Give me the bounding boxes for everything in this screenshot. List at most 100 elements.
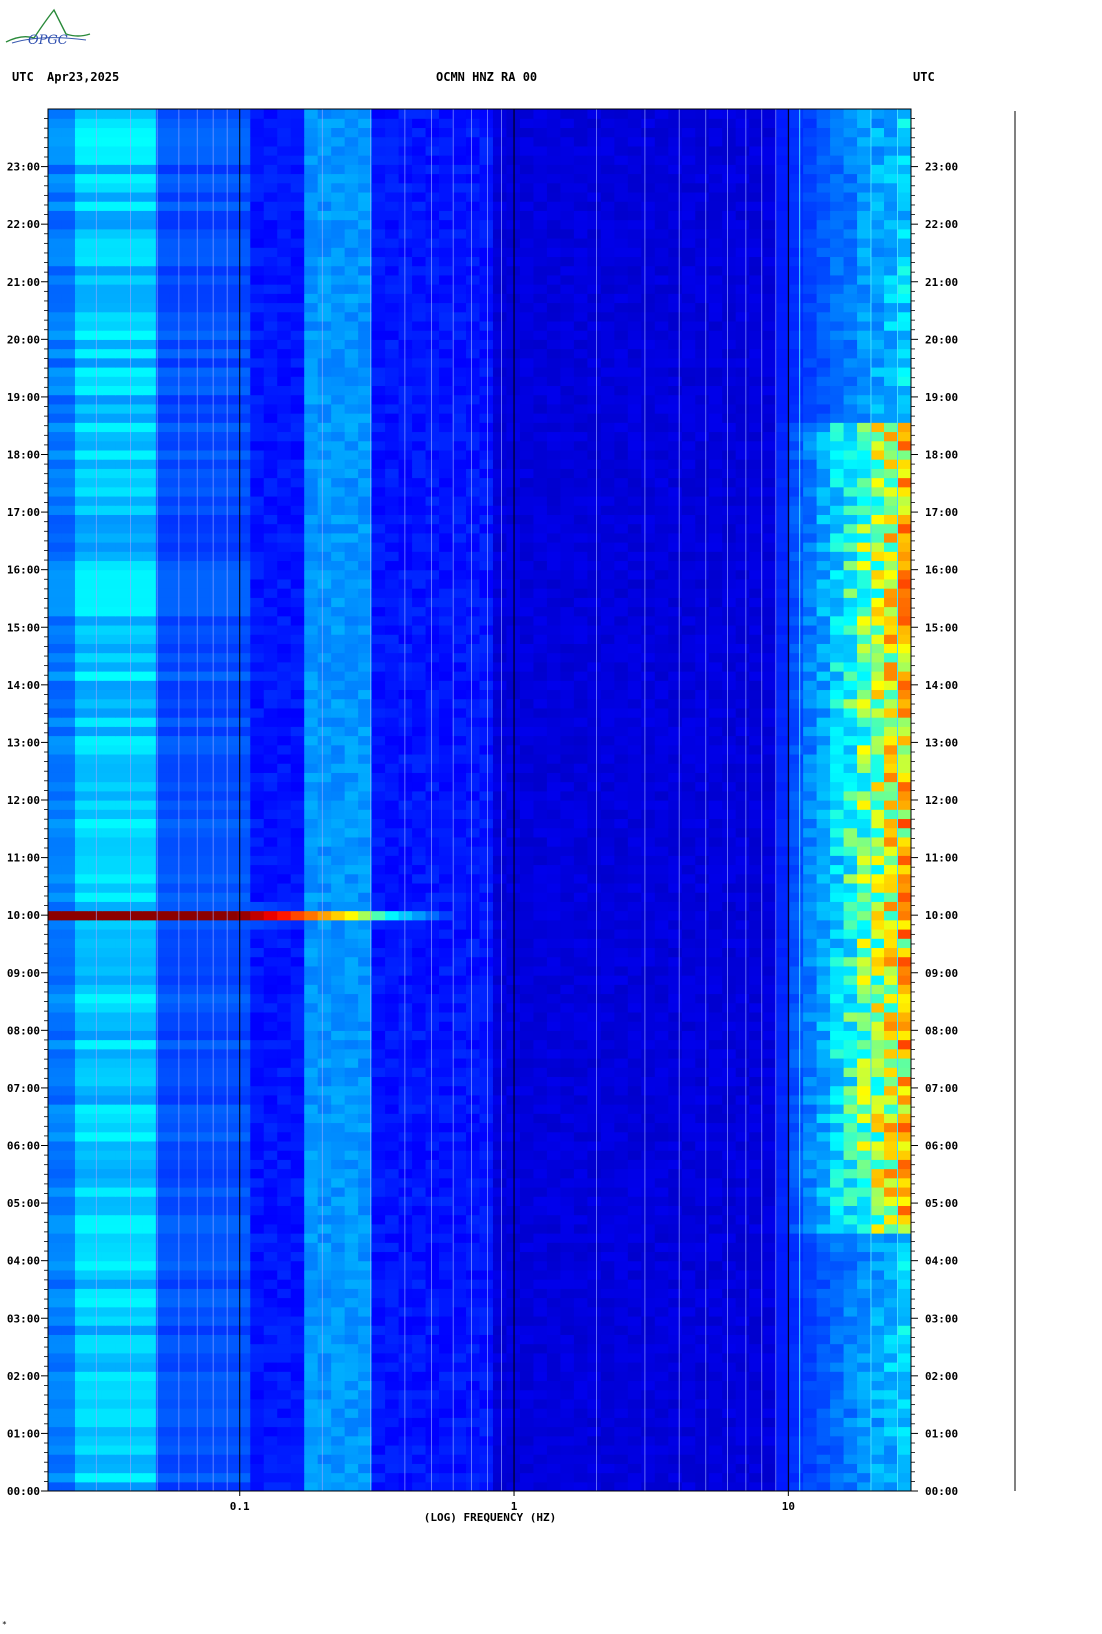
heatmap-cell bbox=[209, 1011, 224, 1022]
heatmap-cell bbox=[196, 928, 211, 939]
heatmap-cell bbox=[250, 846, 265, 856]
heatmap-cell bbox=[425, 1150, 440, 1160]
heatmap-cell bbox=[223, 1472, 238, 1483]
heatmap-cell bbox=[600, 1269, 615, 1280]
heatmap-cell bbox=[560, 1417, 575, 1428]
heatmap-cell bbox=[573, 1076, 588, 1087]
heatmap-cell bbox=[101, 1334, 117, 1345]
heatmap-cell bbox=[870, 809, 885, 820]
heatmap-cell bbox=[61, 818, 76, 829]
heatmap-cell bbox=[492, 827, 508, 838]
heatmap-cell bbox=[492, 984, 508, 995]
heatmap-cell bbox=[492, 1168, 508, 1179]
heatmap-cell bbox=[614, 800, 629, 810]
heatmap-cell bbox=[290, 1444, 305, 1455]
heatmap-cell bbox=[614, 855, 629, 866]
heatmap-cell bbox=[331, 818, 346, 829]
heatmap-cell bbox=[654, 1408, 669, 1418]
heatmap-cell bbox=[358, 1260, 373, 1271]
heatmap-cell bbox=[870, 1140, 885, 1151]
heatmap-cell bbox=[182, 1186, 197, 1197]
heatmap-cell bbox=[358, 873, 373, 884]
heatmap-cell bbox=[358, 1214, 373, 1225]
heatmap-cell bbox=[155, 1398, 170, 1409]
heatmap-cell bbox=[600, 1343, 615, 1354]
heatmap-cell bbox=[371, 1408, 386, 1418]
heatmap-cell bbox=[803, 1481, 818, 1491]
heatmap-cell bbox=[182, 1168, 197, 1179]
heatmap-cell bbox=[789, 827, 804, 838]
heatmap-cell bbox=[155, 1140, 170, 1151]
heatmap-cell bbox=[681, 984, 696, 995]
heatmap-cell bbox=[223, 1150, 238, 1160]
heatmap-cell bbox=[223, 1196, 238, 1206]
heatmap-cell bbox=[519, 1150, 535, 1160]
heatmap-cell bbox=[708, 1444, 723, 1455]
heatmap-cell bbox=[870, 928, 885, 939]
heatmap-cell bbox=[196, 1389, 211, 1400]
heatmap-cell bbox=[627, 781, 642, 792]
heatmap-cell bbox=[884, 1352, 899, 1363]
heatmap-cell bbox=[317, 1426, 332, 1437]
heatmap-cell bbox=[830, 809, 845, 820]
heatmap-cell bbox=[587, 1325, 602, 1335]
heatmap-cell bbox=[573, 1057, 588, 1068]
heatmap-cell bbox=[236, 1279, 251, 1289]
heatmap-cell bbox=[277, 901, 292, 912]
heatmap-cell bbox=[277, 1140, 292, 1151]
heatmap-cell bbox=[250, 1408, 265, 1418]
heatmap-cell bbox=[641, 938, 656, 949]
heatmap-cell bbox=[776, 846, 791, 856]
heatmap-cell bbox=[142, 790, 157, 801]
heatmap-cell bbox=[479, 1168, 494, 1179]
heatmap-cell bbox=[641, 1463, 656, 1474]
heatmap-cell bbox=[506, 1186, 521, 1197]
heatmap-cell bbox=[182, 800, 197, 810]
heatmap-cell bbox=[722, 1011, 737, 1022]
heatmap-cell bbox=[749, 1094, 764, 1105]
heatmap-cell bbox=[317, 1362, 332, 1372]
utc-label-right: UTC bbox=[913, 70, 935, 84]
heatmap-cell bbox=[196, 993, 211, 1004]
heatmap-cell bbox=[142, 910, 157, 921]
heatmap-cell bbox=[789, 1444, 804, 1455]
heatmap-cell bbox=[317, 1472, 332, 1483]
heatmap-cell bbox=[101, 1389, 117, 1400]
heatmap-cell bbox=[101, 947, 117, 958]
heatmap-cell bbox=[479, 1481, 494, 1491]
heatmap-cell bbox=[695, 1242, 710, 1253]
heatmap-cell bbox=[398, 1242, 413, 1253]
heatmap-cell bbox=[317, 1085, 332, 1096]
heatmap-cell bbox=[317, 993, 332, 1004]
heatmap-cell bbox=[681, 781, 696, 792]
heatmap-cell bbox=[277, 947, 292, 958]
heatmap-cell bbox=[519, 1177, 535, 1188]
heatmap-cell bbox=[479, 993, 494, 1004]
heatmap-cell bbox=[519, 781, 535, 792]
heatmap-cell bbox=[317, 1057, 332, 1068]
heatmap-cell bbox=[600, 993, 615, 1004]
heatmap-cell bbox=[560, 956, 575, 967]
heatmap-cell bbox=[182, 1113, 197, 1124]
heatmap-cell bbox=[654, 1140, 669, 1151]
heatmap-cell bbox=[142, 1306, 157, 1317]
heatmap-cell bbox=[573, 1306, 588, 1317]
heatmap-cell bbox=[385, 1233, 400, 1243]
heatmap-cell bbox=[492, 1398, 508, 1409]
heatmap-cell bbox=[155, 1186, 170, 1197]
heatmap-cell bbox=[209, 1113, 224, 1124]
heatmap-cell bbox=[277, 1325, 292, 1335]
heatmap-cell bbox=[519, 1389, 535, 1400]
heatmap-cell bbox=[344, 1389, 359, 1400]
heatmap-cell bbox=[573, 1343, 588, 1354]
heatmap-cell bbox=[803, 1389, 818, 1400]
heatmap-cell bbox=[816, 1279, 831, 1289]
heatmap-cell bbox=[331, 1067, 346, 1077]
heatmap-cell bbox=[668, 956, 683, 967]
heatmap-cell bbox=[48, 1242, 63, 1253]
heatmap-cell bbox=[223, 1269, 238, 1280]
heatmap-cell bbox=[115, 1362, 130, 1372]
heatmap-cell bbox=[668, 1057, 683, 1068]
heatmap-cell bbox=[358, 790, 373, 801]
heatmap-cell bbox=[317, 1325, 332, 1335]
